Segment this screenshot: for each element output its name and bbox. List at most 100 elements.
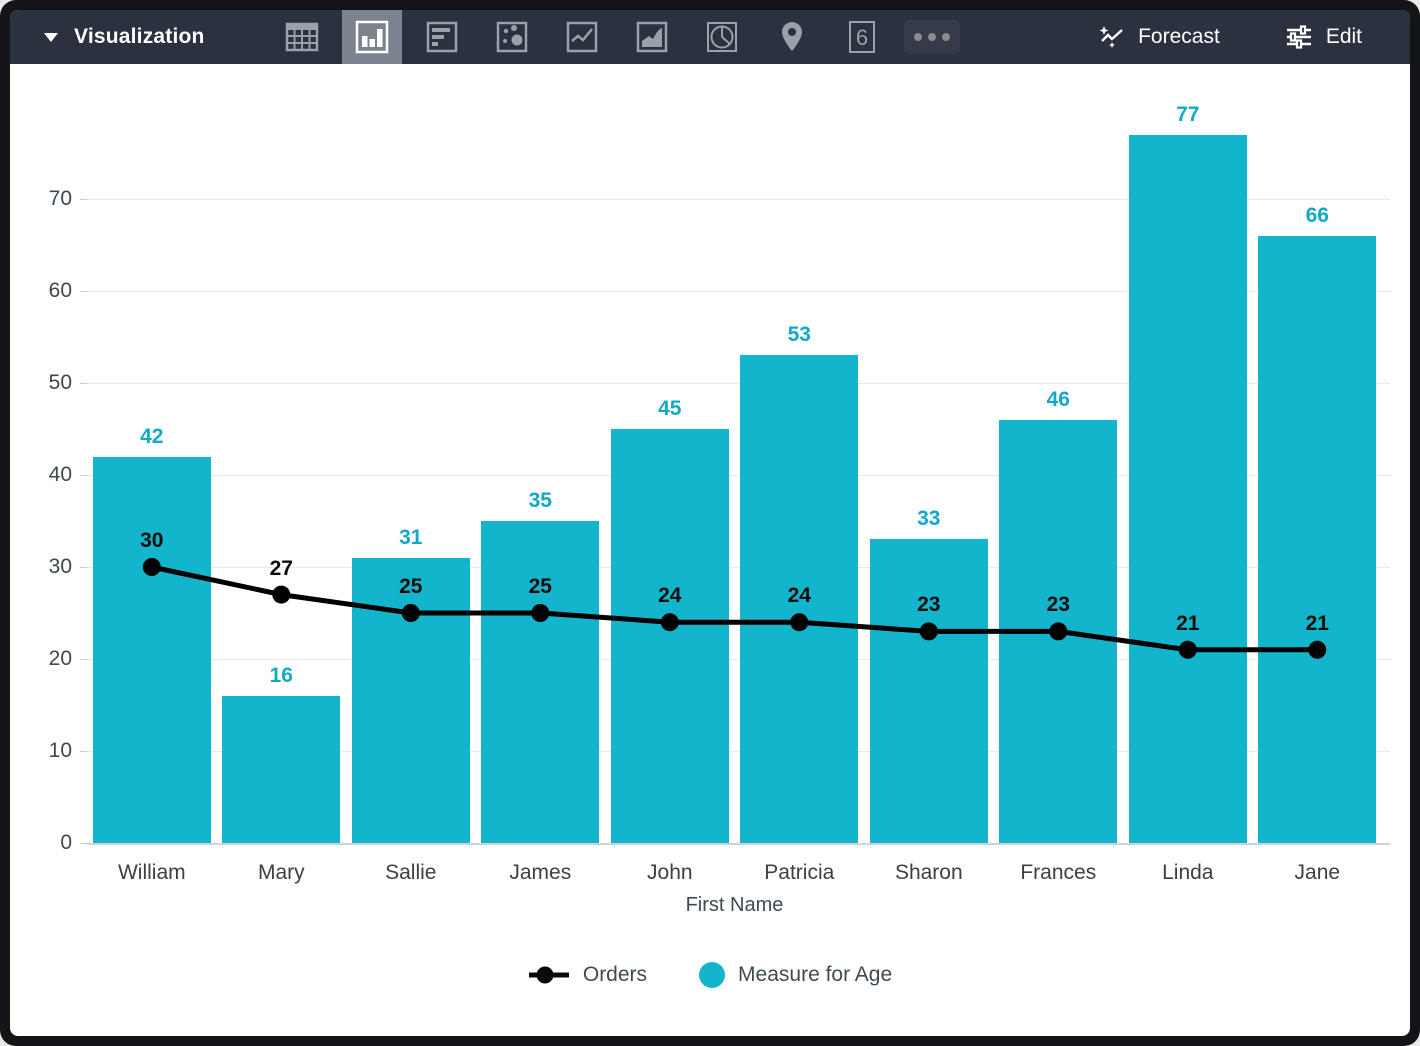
y-tick-mark — [80, 659, 87, 660]
gridline — [87, 843, 1390, 845]
area-chart-icon[interactable] — [630, 10, 674, 64]
bar-james[interactable] — [481, 521, 600, 843]
edit-button[interactable]: Edit — [1284, 22, 1362, 52]
line-value-label: 30 — [140, 529, 164, 552]
x-axis-title: First Name — [685, 894, 784, 916]
legend-item-orders[interactable]: Orders — [528, 963, 647, 987]
legend-item-measure-for-age[interactable]: Measure for Age — [699, 962, 892, 988]
forecast-sparkle-icon — [1099, 26, 1123, 48]
bar-sharon[interactable] — [869, 539, 988, 843]
y-axis-tick-label: 0 — [60, 831, 72, 854]
column-chart-icon[interactable] — [341, 10, 402, 64]
line-value-label: 23 — [1046, 593, 1070, 617]
bar-william[interactable] — [92, 456, 211, 843]
gridline — [87, 659, 1390, 660]
x-axis-category-label: Linda — [1162, 861, 1214, 884]
line-point[interactable] — [142, 558, 161, 576]
y-tick-mark — [80, 751, 87, 752]
gridline — [87, 199, 1390, 200]
x-axis-category-label: Mary — [257, 861, 305, 884]
chevron-down-icon — [44, 32, 58, 42]
line-value-label: 23 — [917, 593, 941, 617]
line-value-label: 21 — [1176, 611, 1200, 635]
bar-value-label: 31 — [399, 525, 423, 549]
map-pin-icon[interactable] — [770, 10, 814, 64]
y-tick-mark — [80, 291, 87, 292]
line-point[interactable] — [1308, 640, 1327, 659]
gridline — [87, 567, 1390, 568]
bar-value-label: 16 — [269, 663, 293, 687]
x-axis-category-label: Sharon — [894, 861, 963, 884]
line-value-label: 25 — [399, 575, 423, 598]
visualization-title: Visualization — [74, 25, 205, 48]
chart-area: 0 10 20 30 40 50 60 70 42 William 16 Mary 31 Sallie 35… — [10, 64, 1410, 988]
line-point[interactable] — [660, 613, 679, 632]
visualization-toolbar: Visualization — [10, 10, 1410, 64]
bar-jane[interactable] — [1258, 235, 1377, 843]
bar-value-label: 35 — [528, 489, 552, 512]
y-axis-tick-label: 20 — [48, 647, 72, 670]
gridline — [87, 383, 1390, 384]
line-point[interactable] — [272, 585, 291, 604]
forecast-label: Forecast — [1138, 25, 1220, 48]
line-value-label: 25 — [528, 575, 552, 598]
y-tick-mark — [80, 199, 87, 200]
forecast-button[interactable]: Forecast — [1096, 22, 1220, 52]
x-axis-category-label: John — [647, 861, 693, 884]
x-axis-category-label: Frances — [1020, 861, 1097, 884]
line-value-label: 24 — [787, 584, 811, 608]
line-point[interactable] — [401, 604, 420, 622]
line-chart-icon[interactable] — [560, 10, 604, 64]
bar-value-label: 45 — [658, 397, 682, 420]
x-axis-category-label: William — [117, 861, 186, 884]
gridline — [87, 751, 1390, 752]
pie-chart-icon[interactable] — [700, 10, 744, 64]
y-tick-mark — [80, 843, 87, 844]
line-point[interactable] — [790, 613, 809, 632]
y-axis-tick-label: 10 — [48, 739, 72, 762]
line-value-label: 27 — [269, 556, 293, 580]
bar-value-label: 42 — [140, 424, 164, 448]
x-axis-category-label: Patricia — [764, 861, 835, 884]
line-point[interactable] — [1049, 622, 1068, 641]
y-tick-mark — [80, 383, 87, 384]
bar-value-label: 46 — [1046, 387, 1070, 411]
bar-linda[interactable] — [1128, 134, 1247, 843]
y-axis-tick-label: 30 — [48, 555, 72, 578]
y-axis-tick-label: 40 — [48, 463, 72, 486]
chart-legend: Orders Measure for Age — [10, 962, 1410, 988]
y-axis-tick-label: 50 — [48, 371, 72, 394]
bar-patricia[interactable] — [740, 355, 859, 843]
more-options-icon[interactable] — [903, 20, 960, 54]
window-inner: Visualization — [10, 10, 1410, 1036]
line-point[interactable] — [919, 622, 938, 641]
single-value-icon[interactable]: 6 — [840, 10, 884, 64]
line-point[interactable] — [1178, 640, 1197, 659]
x-axis-category-label: Sallie — [385, 861, 437, 884]
y-axis-tick-label: 60 — [48, 279, 72, 302]
svg-text:6: 6 — [855, 25, 867, 50]
y-axis-tick-label: 70 — [48, 187, 72, 210]
edit-label: Edit — [1325, 25, 1362, 48]
x-axis-category-label: James — [509, 861, 572, 884]
line-point[interactable] — [531, 604, 550, 622]
bar-value-label: 77 — [1176, 102, 1200, 126]
bar-series-marker-icon — [699, 962, 726, 988]
bar-value-label: 53 — [787, 323, 811, 347]
bar-mary[interactable] — [222, 695, 341, 843]
legend-label-measure-for-age: Measure for Age — [738, 963, 893, 986]
horizontal-bar-chart-icon[interactable] — [420, 10, 464, 64]
visualization-collapse-toggle[interactable]: Visualization — [44, 25, 205, 49]
y-tick-mark — [80, 475, 87, 476]
table-icon[interactable] — [280, 10, 324, 64]
legend-label-orders: Orders — [582, 963, 648, 986]
line-series-marker-icon — [528, 966, 569, 984]
scatter-chart-icon[interactable] — [490, 10, 534, 64]
chart-type-picker: 6 — [267, 10, 967, 64]
bar-john[interactable] — [610, 429, 729, 843]
orders-line-series — [142, 558, 1327, 659]
bar-value-label: 66 — [1305, 203, 1329, 227]
line-value-label: 24 — [658, 584, 682, 608]
gridline — [87, 291, 1390, 292]
